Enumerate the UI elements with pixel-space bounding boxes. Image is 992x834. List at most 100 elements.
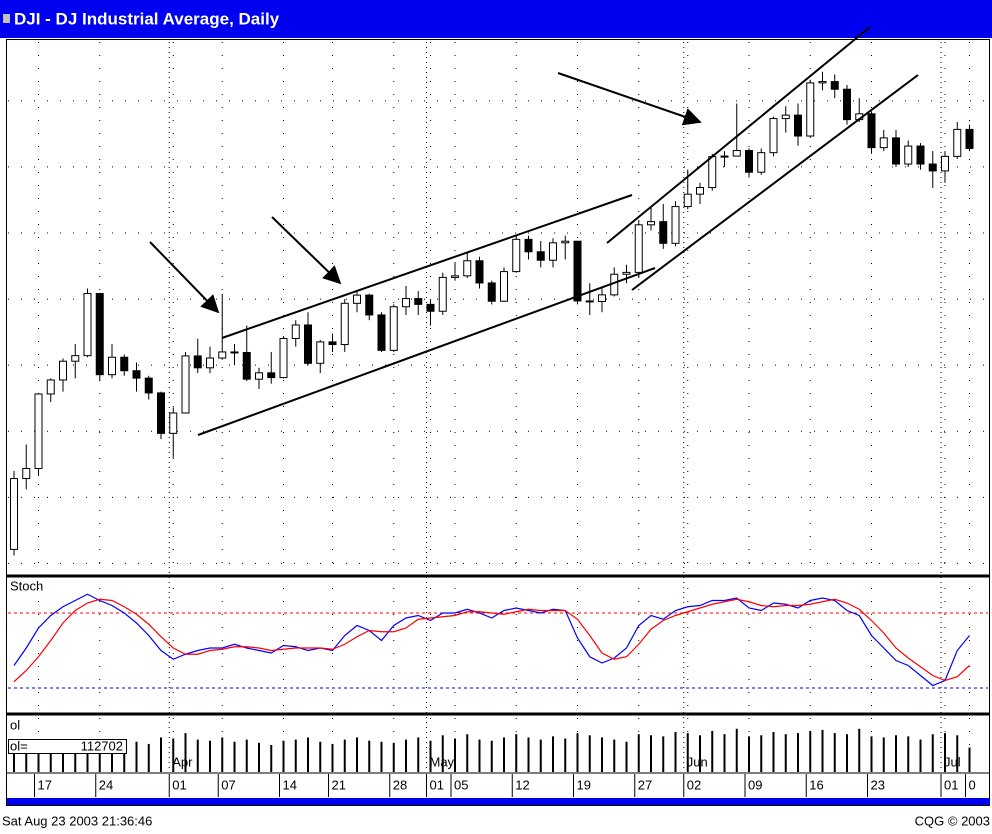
candle-body [10,478,18,550]
candle-body [830,81,839,90]
x-tick-label: 07 [221,777,235,792]
trend-line [221,194,633,339]
candle-body [867,113,876,149]
stoch-line [13,598,970,683]
window-icon [3,14,10,23]
candle-body [304,324,312,364]
status-strip [7,798,990,805]
x-tick-label: 27 [638,777,652,792]
candle-body [291,324,300,339]
x-tick-label: 21 [332,777,346,792]
candle-body [781,114,790,120]
candle-body [475,260,484,284]
candle-body [524,238,533,253]
candle-body [745,150,753,173]
x-tick-label: 14 [283,777,297,792]
candle-body [622,271,631,275]
candle-body [414,298,423,305]
title-bar [0,0,992,38]
candle-body [843,88,851,121]
candle-body [487,282,496,302]
candle-body [267,372,276,379]
candle-body [365,294,374,316]
arrow [557,72,702,126]
candle-body [71,355,80,362]
candle-body [585,300,594,303]
candle-body [206,357,214,369]
candle-body [169,412,178,434]
x-tick-label: 05 [454,777,468,792]
candle-body [512,238,521,273]
candle-body [95,293,104,376]
candle-body [757,152,766,173]
candle-body [157,392,165,434]
candle-body [402,298,410,308]
panel-title: Stoch [10,578,43,593]
candle-body [144,377,153,394]
candle-body [732,150,741,157]
candle-body [879,137,888,149]
candle-body [438,276,447,312]
candle-body [242,351,251,380]
candle-body [120,356,129,372]
candle-body [941,155,949,172]
readout-label: ol= [10,738,28,753]
candle-body [818,81,827,84]
copyright: CQG © 2003 [915,813,990,828]
candle-body [647,221,655,226]
marks: 17240107142128010512192702091623010AprMa… [10,71,976,797]
candle-body [218,351,227,359]
candle-body [904,145,913,165]
month-label: Apr [172,754,193,769]
candle-body [83,293,92,357]
candle-body [279,337,288,379]
candle-body [561,240,570,244]
candle-body [46,379,55,395]
candle-body [536,251,545,261]
candle-body [463,260,472,277]
x-tick-label: 16 [809,777,823,792]
candle-body [181,355,190,414]
candle-body [193,355,202,369]
candle-body [794,114,802,137]
trend-line [197,267,656,436]
candle-body [22,468,31,480]
panel-title: ol [10,717,20,732]
candle-body [916,145,925,165]
candle-body [953,128,962,157]
x-tick-label: 0 [969,777,976,792]
candle-body [720,155,729,158]
arrow [271,216,342,285]
x-tick-label: 24 [99,777,113,792]
trend-line [631,74,919,291]
chart-title: DJI - DJ Industrial Average, Daily [14,9,280,28]
x-tick-label: 01 [172,777,186,792]
candle-body [696,187,704,195]
x-tick-label: 02 [687,777,701,792]
candle-body [132,370,141,379]
stoch-line [13,593,970,687]
candle-body [426,303,435,312]
candle-body [549,242,557,261]
candle-body [389,306,398,351]
x-tick-label: 19 [577,777,591,792]
candle-body [708,156,717,189]
candle-body [598,294,606,302]
x-tick-label: 01 [430,777,444,792]
readout-box [8,739,127,754]
candle-body [500,271,508,302]
x-tick-label: 01 [944,777,958,792]
plot-frame [6,39,990,806]
candle-body [892,137,900,165]
x-tick-label: 17 [38,777,52,792]
x-tick-label: 12 [515,777,529,792]
candle-body [340,302,349,346]
candle-body [928,163,937,172]
candle-body [328,341,337,346]
candle-body [108,356,116,376]
candle-body [34,393,43,470]
candle-body [806,82,815,137]
month-label: Jun [687,754,708,769]
timestamp: Sat Aug 23 2003 21:36:46 [2,813,152,828]
